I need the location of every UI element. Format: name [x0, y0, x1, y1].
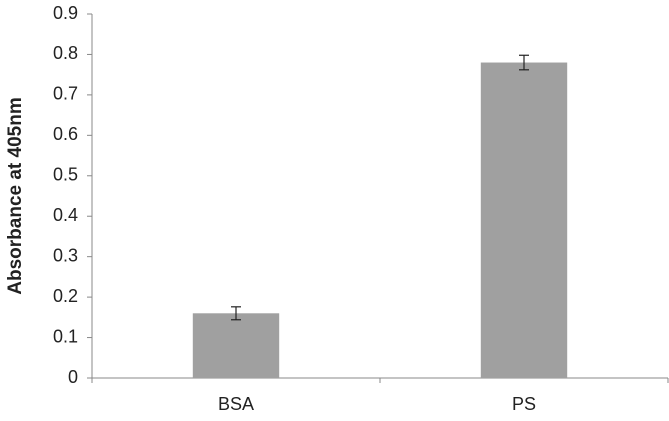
y-tick-label: 0 — [68, 367, 78, 387]
y-axis-label: Absorbance at 405nm — [5, 97, 26, 294]
bar — [480, 62, 568, 379]
x-tick-label: BSA — [218, 394, 254, 414]
y-tick-label: 0.8 — [53, 43, 78, 63]
bar — [192, 313, 280, 378]
error-bar — [231, 306, 241, 321]
y-tick-label: 0.1 — [53, 326, 78, 346]
y-tick-label: 0.2 — [53, 286, 78, 306]
y-tick-label: 0.5 — [53, 165, 78, 185]
x-tick-label: PS — [512, 394, 536, 414]
y-tick-label: 0.6 — [53, 124, 78, 144]
y-tick-label: 0.3 — [53, 245, 78, 265]
error-bar — [519, 54, 529, 71]
y-tick-label: 0.9 — [53, 3, 78, 23]
y-tick-label: 0.7 — [53, 84, 78, 104]
y-tick-label: 0.4 — [53, 205, 78, 225]
